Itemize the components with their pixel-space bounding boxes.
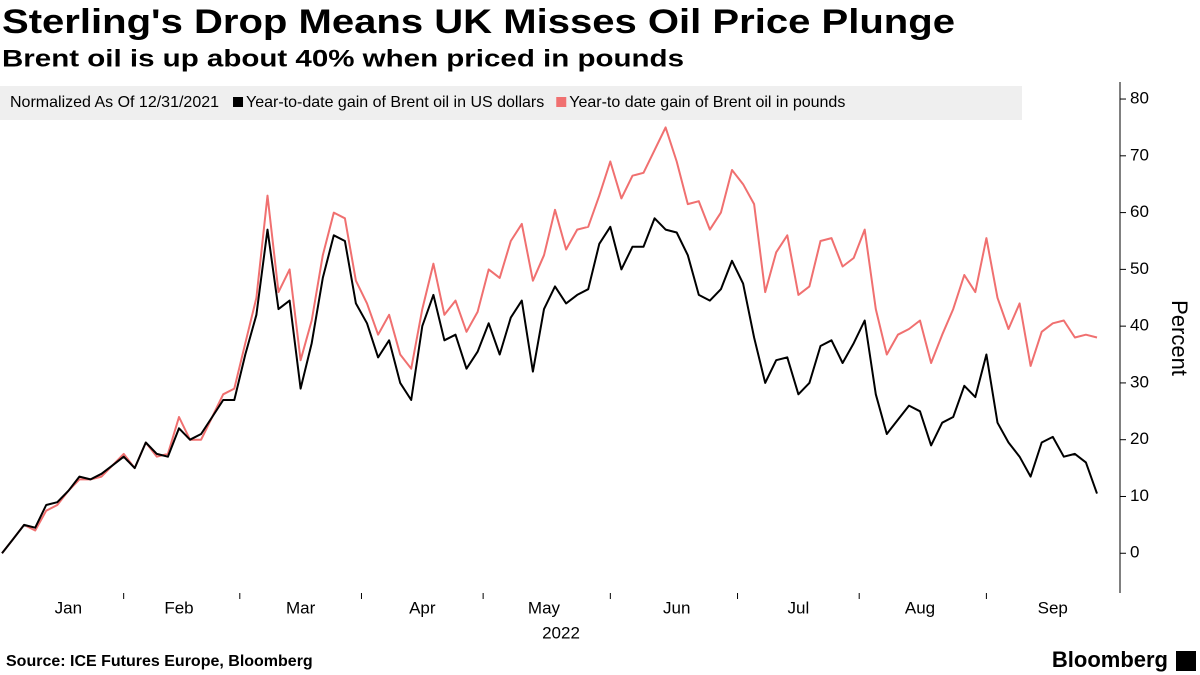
legend-note: Normalized As Of 12/31/2021 (10, 94, 219, 111)
x-tick-label: Jun (663, 598, 690, 617)
y-tick-label: 50 (1130, 259, 1149, 278)
y-tick-label: 30 (1130, 372, 1149, 391)
data-line (1, 217, 1098, 554)
chart-subtitle: Brent oil is up about 40% when priced in… (2, 45, 684, 72)
data-line (1, 126, 1098, 554)
x-tick-label: Feb (164, 598, 193, 617)
x-group-label: 2022 (542, 623, 580, 642)
legend-label: Year-to date gain of Brent oil in pounds (569, 94, 845, 111)
legend-swatch (556, 97, 567, 107)
y-axis-label: Percent (1167, 300, 1192, 376)
legend-swatch (233, 97, 244, 107)
legend-label: Year-to-date gain of Brent oil in US dol… (246, 94, 544, 111)
legend-box (0, 86, 1022, 120)
branding: Bloomberg (1052, 647, 1168, 672)
logo-icon (1176, 651, 1196, 671)
x-tick-label: Jan (55, 598, 82, 617)
x-tick-label: Sep (1038, 598, 1068, 617)
x-tick-label: Aug (905, 598, 935, 617)
y-tick-label: 80 (1130, 89, 1149, 108)
x-tick-label: Jul (787, 598, 809, 617)
y-tick-label: 0 (1130, 543, 1139, 562)
y-tick-label: 60 (1130, 202, 1149, 221)
x-tick-label: Mar (286, 598, 316, 617)
chart-title: Sterling's Drop Means UK Misses Oil Pric… (2, 3, 955, 41)
y-tick-label: 40 (1130, 316, 1149, 335)
x-tick-label: May (528, 598, 561, 617)
y-tick-label: 70 (1130, 145, 1149, 164)
x-tick-label: Apr (409, 598, 436, 617)
y-tick-label: 10 (1130, 486, 1149, 505)
source: Source: ICE Futures Europe, Bloomberg (6, 653, 313, 670)
y-tick-label: 20 (1130, 429, 1149, 448)
